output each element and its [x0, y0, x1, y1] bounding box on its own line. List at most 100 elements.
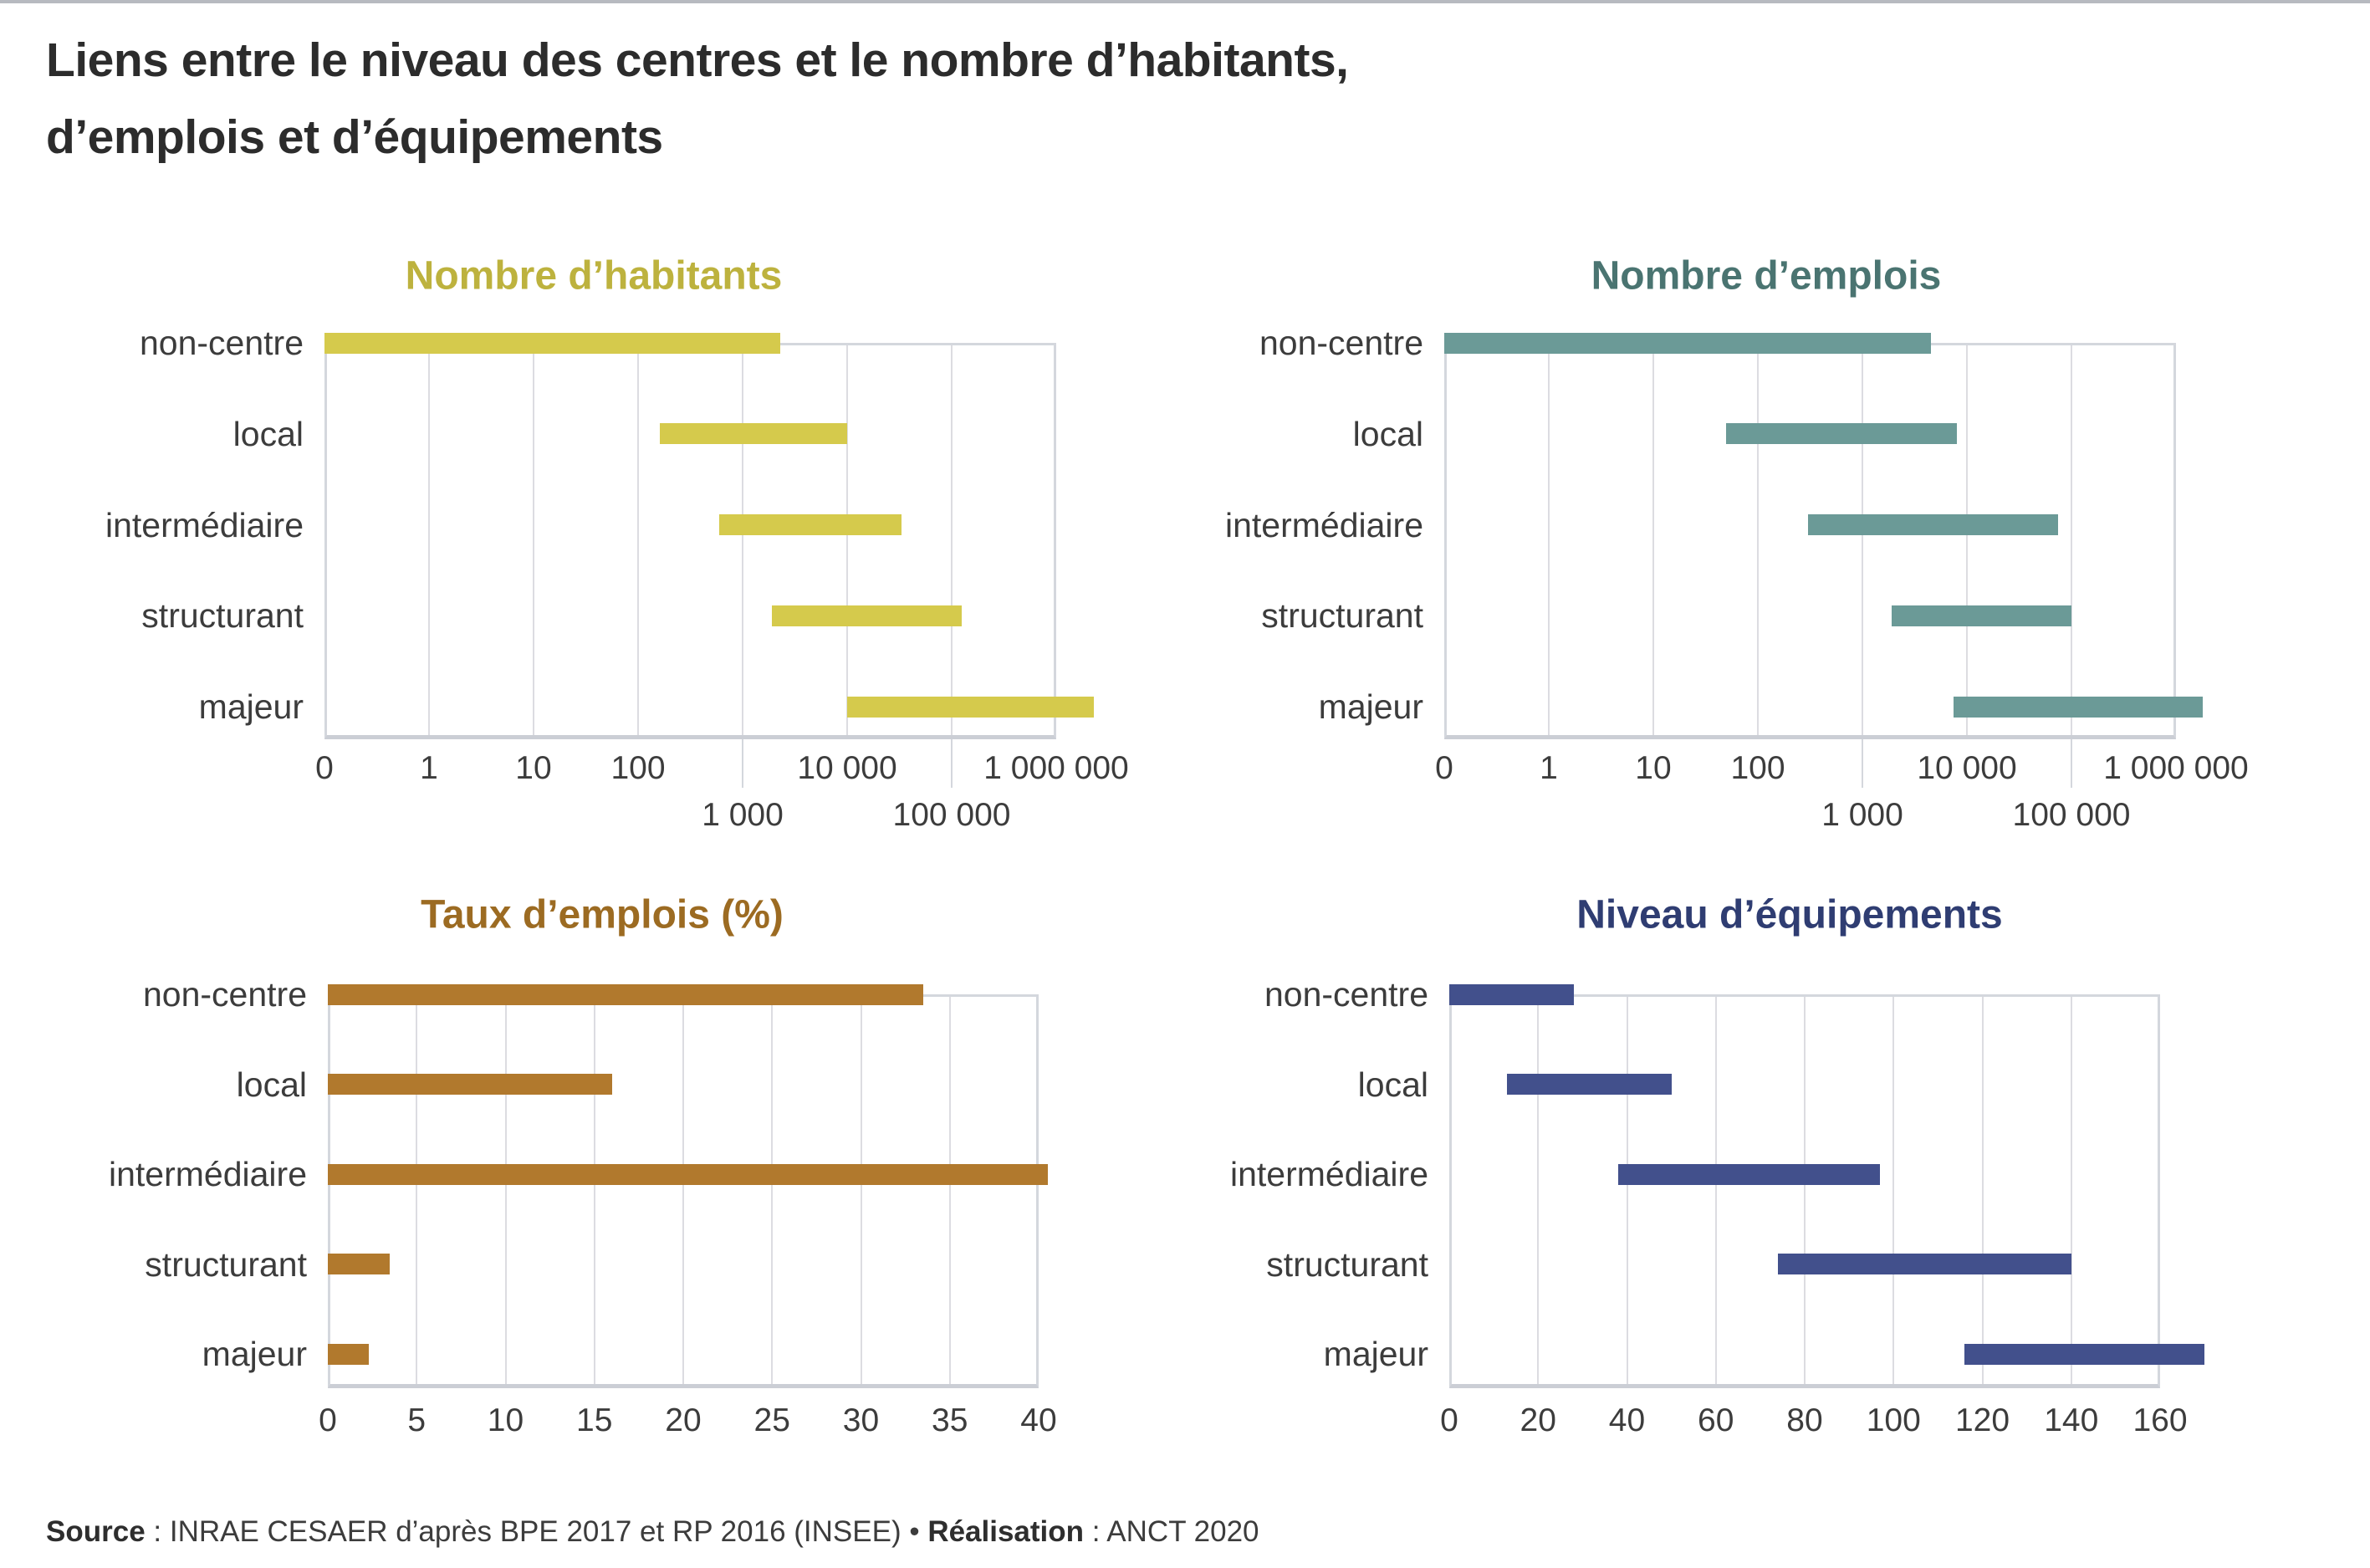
tick-leader-line [742, 739, 743, 788]
chart-title-habitants: Nombre d’habitants [405, 253, 783, 299]
gridline [682, 994, 684, 1388]
realisation-text: ANCT 2020 [1106, 1515, 1259, 1548]
category-label-local: local [1357, 1065, 1428, 1104]
gridline [2070, 994, 2072, 1388]
realisation-separator: : [1084, 1515, 1107, 1548]
plot-frame [324, 343, 1056, 739]
range-bar-non-centre [324, 332, 781, 354]
category-label-structurant: structurant [145, 1244, 307, 1284]
source-separator: : [145, 1515, 170, 1548]
tick-leader-line [1862, 739, 1863, 788]
x-tick-label: 100 000 [892, 797, 1011, 833]
x-tick-label: 140 [2044, 1402, 2099, 1438]
category-label-structurant: structurant [141, 596, 304, 636]
gridline [593, 994, 595, 1388]
x-tick-label: 30 [842, 1402, 880, 1438]
x-tick-label: 1 [1540, 750, 1558, 786]
gridline [846, 343, 848, 739]
gridline [1892, 994, 1895, 1388]
range-bar-majeur [1964, 1343, 2205, 1365]
tick-leader-line [951, 739, 953, 788]
plot-frame [328, 994, 1039, 1388]
gridline [742, 343, 743, 739]
category-label-majeur: majeur [1318, 687, 1423, 726]
category-label-structurant: structurant [1266, 1244, 1428, 1284]
gridline [1981, 994, 1984, 1388]
gridline [1626, 994, 1628, 1388]
gridline [637, 343, 639, 739]
category-label-structurant: structurant [1261, 596, 1423, 636]
x-tick-label: 25 [753, 1402, 790, 1438]
gridline [504, 994, 507, 1388]
category-label-local: local [232, 414, 304, 453]
range-bar-structurant [771, 605, 963, 626]
x-tick-label: 0 [319, 1402, 337, 1438]
chart-title-taux-emplois: Taux d’emplois (%) [421, 892, 784, 937]
gridline [1548, 343, 1550, 739]
category-label-local: local [1352, 414, 1423, 453]
x-tick-label: 1 [420, 750, 438, 786]
chart-niveau-equipements: 0 20 40 60 80 100 120 140 160 non-centre local inte… [1230, 893, 2205, 1438]
gridline [948, 994, 951, 1388]
gridline [860, 994, 862, 1388]
chart-title-emplois: Nombre d’emplois [1591, 253, 1942, 299]
category-label-non-centre: non-centre [142, 975, 307, 1014]
range-bar-non-centre [328, 983, 923, 1005]
gridline [1757, 343, 1759, 739]
x-tick-label: 1 000 [1821, 797, 1903, 833]
x-tick-label: 10 [487, 1402, 524, 1438]
range-bar-non-centre [1449, 983, 1574, 1005]
x-tick-label: 40 [1020, 1402, 1057, 1438]
gridline [2071, 343, 2072, 739]
x-tick-label: 60 [1698, 1402, 1734, 1438]
x-tick-label: 100 [1866, 1402, 1921, 1438]
x-tick-label: 10 [515, 750, 552, 786]
gridline [1714, 994, 1717, 1388]
source-line: Source : INRAE CESAER d’après BPE 2017 e… [46, 1512, 1259, 1552]
source-text: INRAE CESAER d’après BPE 2017 et RP 2016… [169, 1515, 902, 1548]
x-tick-label: 20 [1520, 1402, 1556, 1438]
range-bar-intermédiaire [719, 514, 902, 535]
gridline [1537, 994, 1540, 1388]
x-tick-label: 35 [932, 1402, 968, 1438]
range-bar-intermédiaire [1807, 514, 2059, 535]
category-label-intermédiaire: intermédiaire [105, 505, 304, 544]
plot-frame [1449, 994, 2160, 1388]
gridline [771, 994, 774, 1388]
range-bar-structurant [1778, 1254, 2071, 1274]
x-tick-label: 10 000 [1917, 750, 2017, 786]
x-tick-label: 40 [1608, 1402, 1646, 1438]
x-tick-label: 10 [1635, 750, 1672, 786]
chart-taux-emplois: 0 5 10 15 20 25 30 35 40 non-centre local intermédi… [109, 893, 1057, 1439]
category-label-majeur: majeur [202, 1335, 307, 1373]
x-tick-label: 0 [1435, 750, 1453, 786]
x-tick-label: 1 000 [702, 797, 784, 833]
x-tick-label: 0 [1440, 1402, 1458, 1438]
source-bullet: • [901, 1515, 928, 1548]
x-tick-label: 1 000 000 [983, 750, 1129, 786]
source-label: Source [46, 1515, 146, 1548]
x-tick-label: 10 000 [797, 750, 897, 786]
gridline [428, 343, 430, 739]
range-bar-majeur [1954, 696, 2203, 718]
category-label-majeur: majeur [1323, 1335, 1428, 1373]
range-bar-intermédiaire [328, 1163, 1048, 1185]
gridline [1862, 343, 1863, 739]
range-bar-intermédiaire [1617, 1163, 1881, 1185]
x-tick-label: 1 000 000 [2103, 750, 2249, 786]
range-bar-structurant [1891, 605, 2071, 626]
figure-title-line-1: Liens entre le niveau des centres et le … [46, 33, 1349, 87]
figure-title-line-2: d’emplois et d’équipements [46, 110, 663, 164]
x-tick-label: 0 [315, 750, 334, 786]
gridline [1652, 343, 1654, 739]
range-bar-majeur [847, 696, 1095, 718]
category-label-non-centre: non-centre [139, 324, 304, 362]
category-label-intermédiaire: intermédiaire [1225, 505, 1423, 544]
realisation-label: Réalisation [927, 1515, 1085, 1548]
gridline [533, 343, 534, 739]
category-label-intermédiaire: intermédiaire [109, 1155, 307, 1193]
x-tick-label: 100 [1730, 750, 1785, 786]
range-bar-local [1507, 1074, 1672, 1095]
range-bar-majeur [328, 1343, 369, 1365]
